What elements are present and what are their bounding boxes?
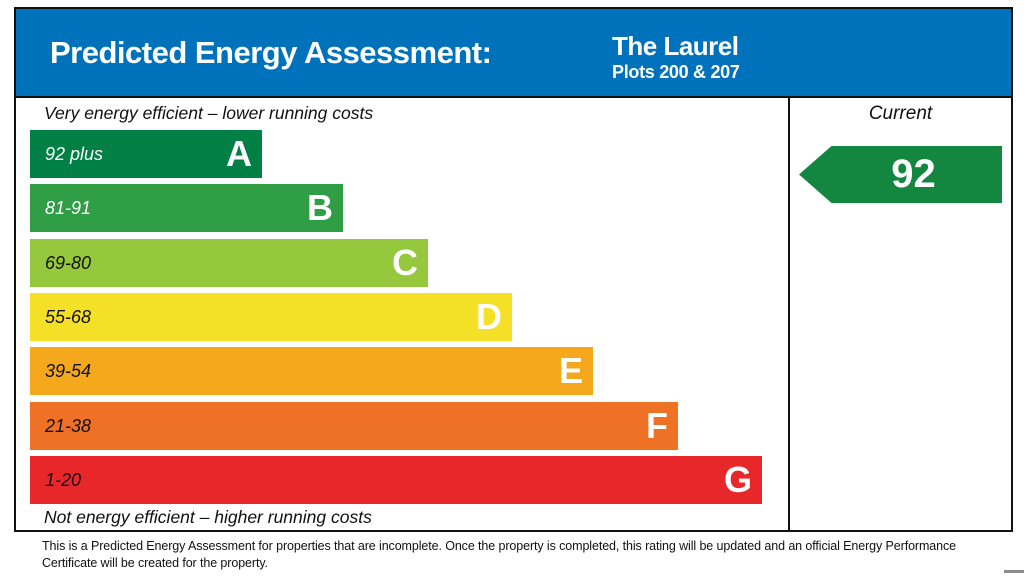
current-rating-value: 92 — [891, 152, 936, 196]
current-column-divider — [788, 96, 790, 532]
band-b: 81-91 B — [30, 184, 343, 232]
band-d: 55-68 D — [30, 293, 512, 341]
band-g-range: 1-20 — [45, 469, 82, 490]
band-e-letter: E — [558, 350, 583, 391]
current-column-label: Current — [868, 103, 933, 124]
band-b-letter: B — [307, 187, 333, 228]
property-plots: Plots 200 & 207 — [612, 62, 740, 82]
bottom-caption: Not energy efficient – higher running co… — [44, 507, 372, 527]
band-c-range: 69-80 — [45, 252, 92, 273]
current-rating-arrow: 92 — [799, 146, 1002, 203]
band-g-letter: G — [723, 459, 752, 500]
band-f-range: 21-38 — [45, 415, 92, 436]
corner-mark — [1004, 570, 1024, 573]
band-c-letter: C — [392, 242, 418, 283]
band-f: 21-38 F — [30, 402, 678, 450]
band-a: 92 plus A — [30, 130, 262, 178]
page-title: Predicted Energy Assessment: — [50, 35, 492, 70]
band-c: 69-80 C — [30, 239, 428, 287]
property-name: The Laurel — [612, 31, 739, 61]
band-f-letter: F — [646, 405, 668, 446]
band-b-range: 81-91 — [45, 197, 92, 218]
property-info: The Laurel Plots 200 & 207 — [612, 31, 740, 83]
band-d-letter: D — [476, 296, 502, 337]
disclaimer-text: This is a Predicted Energy Assessment fo… — [42, 539, 957, 570]
certificate-header: Predicted Energy Assessment: The Laurel … — [14, 7, 1013, 96]
band-d-range: 55-68 — [45, 306, 92, 327]
band-g: 1-20 G — [30, 456, 762, 504]
band-e: 39-54 E — [30, 347, 593, 395]
band-a-range: 92 plus — [45, 143, 104, 164]
band-a-letter: A — [226, 133, 252, 174]
band-e-range: 39-54 — [45, 360, 92, 381]
top-caption: Very energy efficient – lower running co… — [44, 103, 374, 123]
